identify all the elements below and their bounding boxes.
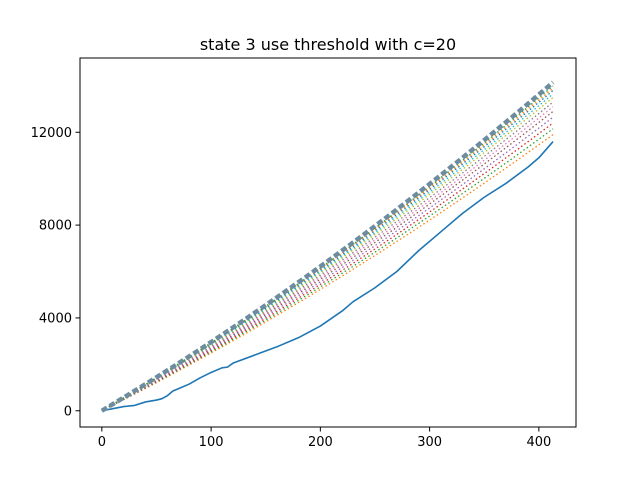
series-line-13 [100,80,555,413]
y-tick-label: 0 [64,404,72,419]
x-axis: 0 100 200 300 400 [98,427,551,450]
series-line-3 [101,122,554,412]
y-tick-label: 8000 [39,219,72,234]
series-line-4 [101,116,554,412]
x-tick-label: 100 [199,435,224,450]
y-tick-label: 12000 [31,126,72,141]
series-line-2 [101,128,554,412]
series-line-0 [101,141,554,412]
x-tick-label: 0 [98,435,106,450]
y-tick-label: 4000 [39,311,72,326]
series-line-10 [101,89,554,412]
plot-frame [79,57,577,428]
chart-title: state 3 use threshold with c=20 [200,35,456,54]
x-tick-label: 200 [308,435,333,450]
series-line-1 [101,134,554,412]
x-tick-label: 400 [526,435,551,450]
series-layer [100,80,555,413]
series-line-11 [101,87,554,412]
y-axis: 0 4000 8000 12000 [31,126,80,419]
x-tick-label: 300 [417,435,442,450]
series-line-6 [101,106,554,412]
series-line-12 [101,85,554,412]
